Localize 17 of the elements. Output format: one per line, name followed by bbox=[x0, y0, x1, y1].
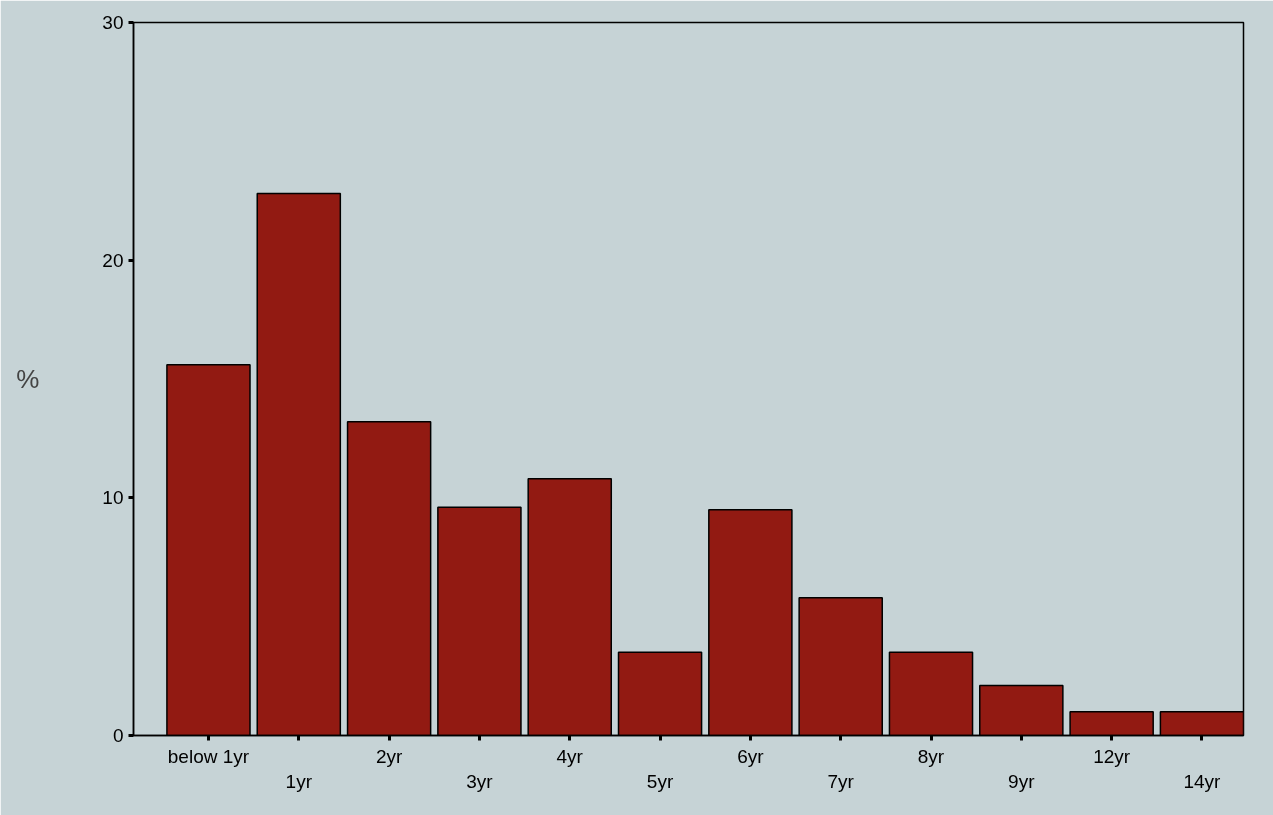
x-tick-label: 1yr bbox=[285, 770, 313, 792]
y-tick-label: 20 bbox=[102, 249, 124, 271]
y-tick-label: 0 bbox=[112, 725, 124, 746]
y-tick-label: 30 bbox=[102, 12, 124, 33]
x-tick-label: 9yr bbox=[1008, 770, 1036, 792]
x-tick-label: below 1yr bbox=[167, 745, 250, 767]
x-tick-label: 2yr bbox=[375, 745, 403, 767]
x-tick-label: 12yr bbox=[1093, 745, 1131, 767]
x-tick-label: 14yr bbox=[1183, 770, 1222, 792]
x-tick-label: 5yr bbox=[646, 770, 674, 792]
x-tick-label: 4yr bbox=[556, 745, 584, 767]
y-axis-title: % bbox=[16, 364, 40, 394]
x-tick-label: 6yr bbox=[737, 745, 765, 767]
x-tick-label: 3yr bbox=[466, 770, 494, 792]
x-tick-label: 7yr bbox=[827, 770, 855, 792]
x-tick-label: 8yr bbox=[917, 745, 945, 767]
y-tick-label: 10 bbox=[102, 487, 124, 509]
